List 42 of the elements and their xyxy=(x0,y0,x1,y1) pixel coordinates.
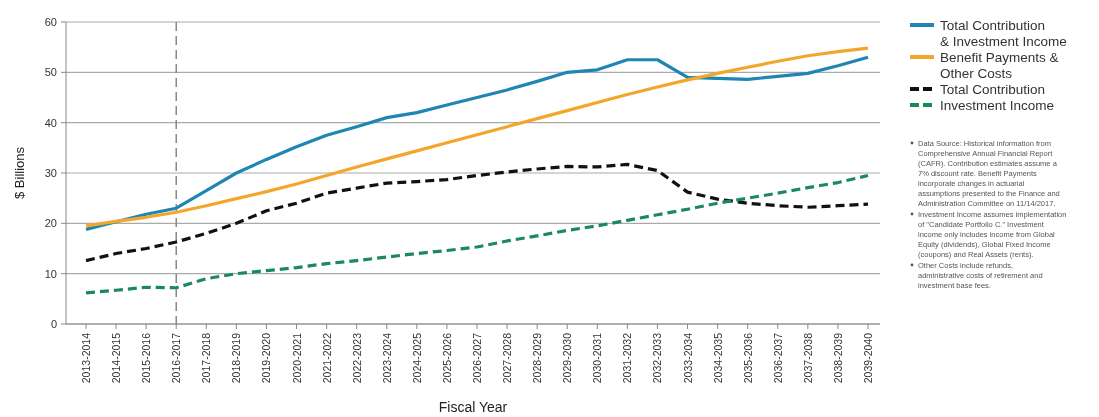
y-tick-label: 20 xyxy=(44,217,57,230)
x-tick-label: 2034-2035 xyxy=(711,332,724,384)
x-tick-label: 2016-2017 xyxy=(170,332,183,384)
x-tick-label: 2032-2033 xyxy=(651,332,664,384)
x-tick-label: 2015-2016 xyxy=(140,332,153,384)
x-tick-label: 2037-2038 xyxy=(801,332,814,384)
x-tick-label: 2039-2040 xyxy=(862,332,874,384)
y-tick-label: 0 xyxy=(50,317,57,330)
x-axis-title: Fiscal Year xyxy=(438,399,508,415)
line-series xyxy=(84,173,870,295)
x-tick-label: 2031-2032 xyxy=(621,332,634,384)
x-tick-label: 2020-2021 xyxy=(290,332,303,384)
x-tick-label: 2036-2037 xyxy=(771,332,784,384)
legend-label: Investment Income xyxy=(940,98,1055,113)
x-tick-label: 2024-2025 xyxy=(410,332,423,384)
x-tick-label: 2019-2020 xyxy=(260,332,273,384)
x-tick-label: 2025-2026 xyxy=(440,332,453,384)
x-tick-label: 2013-2014 xyxy=(80,332,92,384)
y-axis-title: $ Billions xyxy=(12,146,27,200)
x-tick-label: 2028-2029 xyxy=(531,332,544,384)
y-tick-label: 30 xyxy=(44,166,57,179)
x-tick-label: 2026-2027 xyxy=(471,332,483,384)
y-tick-label: 10 xyxy=(44,267,57,280)
x-tick-label: 2014-2015 xyxy=(110,332,123,384)
x-tick-label: 2023-2024 xyxy=(380,332,393,384)
y-tick-label: 60 xyxy=(44,15,57,28)
x-tick-label: 2033-2034 xyxy=(681,332,694,384)
legend-label: Benefit Payments & Other Costs xyxy=(940,50,1059,81)
y-tick-label: 50 xyxy=(44,66,57,79)
legend-label: Total Contribution & Investment Income xyxy=(940,18,1067,49)
x-tick-label: 2018-2019 xyxy=(230,332,243,384)
x-tick-label: 2017-2018 xyxy=(200,332,213,384)
x-tick-label: 2021-2022 xyxy=(320,332,333,384)
x-tick-label: 2035-2036 xyxy=(741,332,754,384)
x-tick-label: 2022-2023 xyxy=(350,332,363,384)
y-tick-label: 40 xyxy=(44,116,57,129)
legend-label: Total Contribution xyxy=(940,82,1046,97)
line-series xyxy=(84,162,870,263)
x-tick-label: 2029-2030 xyxy=(561,332,574,384)
x-tick-label: 2027-2028 xyxy=(501,332,514,384)
x-tick-label: 2030-2031 xyxy=(591,332,604,384)
x-tick-label: 2038-2039 xyxy=(831,332,844,384)
